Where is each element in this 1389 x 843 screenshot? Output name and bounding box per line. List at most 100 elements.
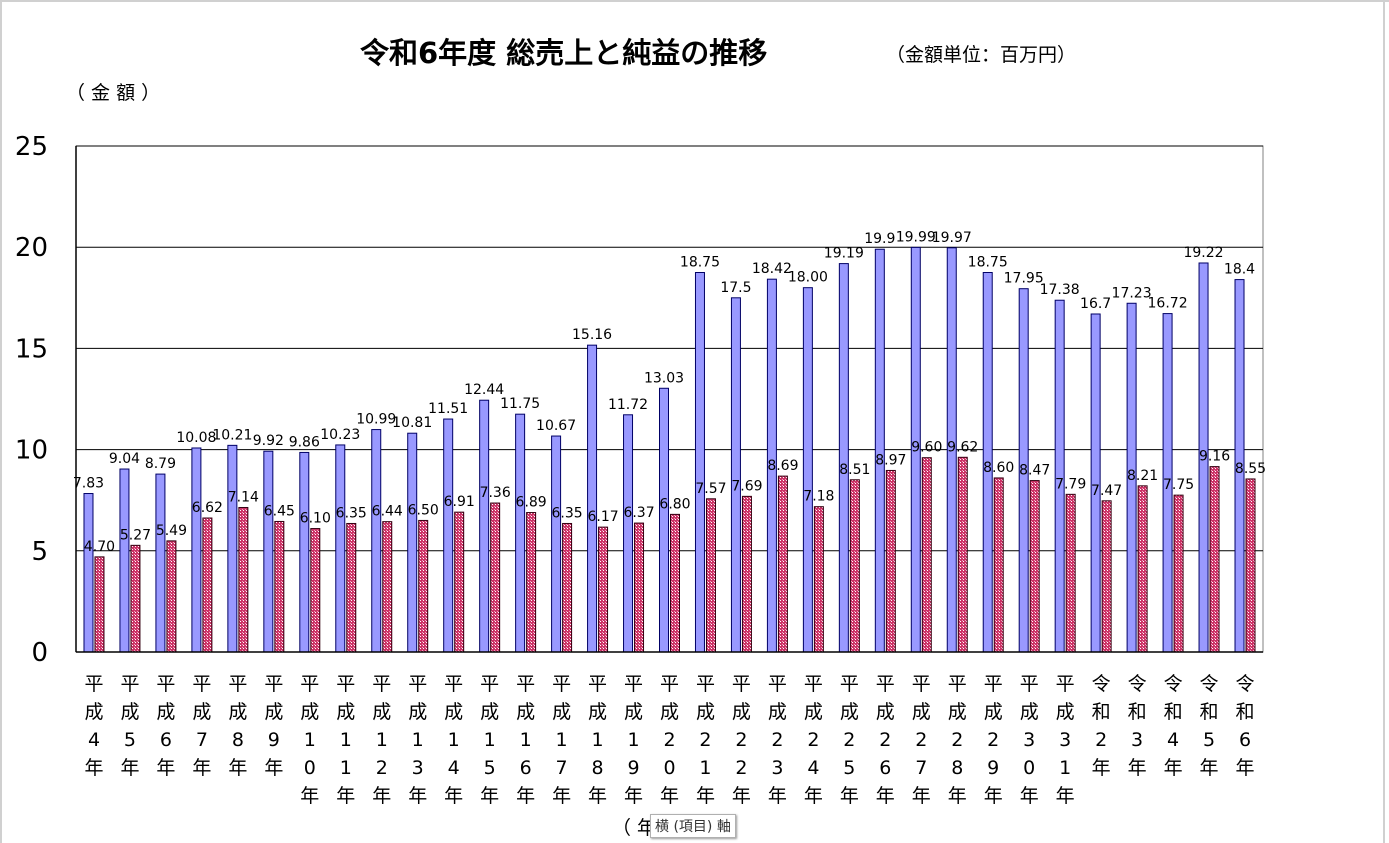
x-category-char: 成: [156, 701, 175, 723]
sales-bar: [83, 493, 94, 653]
profit-data-label: 8.60: [983, 460, 1014, 476]
sales-bar: [191, 447, 202, 653]
x-category-char: 平: [228, 673, 247, 695]
x-category-char: 4: [448, 757, 460, 779]
x-axis-label: （ 年: [612, 817, 657, 839]
x-category-char: 6: [520, 757, 532, 779]
profit-bar: [1137, 485, 1148, 653]
x-category-char: 年: [156, 757, 175, 779]
sales-bar: [263, 450, 274, 653]
profit-data-label: 7.14: [228, 489, 259, 505]
x-category-char: 0: [663, 757, 675, 779]
sales-data-label: 11.72: [608, 397, 648, 413]
sales-data-label: 19.9: [864, 231, 895, 247]
profit-data-label: 7.75: [1163, 477, 1194, 493]
sales-data-label: 11.75: [500, 396, 540, 412]
x-category-char: 成: [624, 701, 643, 723]
y-tick-label: 25: [15, 132, 48, 162]
x-category-char: 1: [412, 729, 424, 751]
x-category-char: 年: [1092, 757, 1111, 779]
x-category-char: 年: [660, 785, 679, 807]
x-axis-categories: 平成4年平成5年平成6年平成7年平成8年平成9年平成10年平成11年平成12年平…: [84, 673, 1254, 807]
profit-bar: [634, 522, 645, 653]
sales-bar: [874, 248, 885, 653]
x-category-char: 成: [948, 701, 967, 723]
profit-bar: [418, 519, 429, 653]
profit-bar: [346, 522, 357, 653]
y-tick-label: 15: [15, 334, 48, 364]
profit-bar: [202, 517, 213, 653]
x-category-char: 1: [340, 729, 352, 751]
x-category-char: 7: [556, 757, 568, 779]
x-category-char: 年: [1236, 757, 1255, 779]
x-category-char: 平: [552, 673, 571, 695]
x-category-char: 和: [1128, 701, 1147, 723]
x-category-char: 年: [732, 785, 751, 807]
window-top-border: [0, 0, 1389, 2]
profit-data-label: 6.80: [659, 496, 690, 512]
window-left-border: [0, 0, 2, 843]
x-category-char: 4: [1167, 729, 1179, 751]
sales-bar: [587, 344, 598, 653]
x-category-char: 成: [192, 701, 211, 723]
x-category-char: 年: [624, 785, 643, 807]
x-category-char: 和: [1236, 701, 1255, 723]
x-category-char: 9: [627, 757, 639, 779]
profit-bar: [1173, 494, 1184, 653]
y-axis-ticks: 0 5 10 15 20 25: [15, 132, 48, 668]
x-category-char: 2: [376, 757, 388, 779]
sales-data-label: 18.75: [680, 255, 720, 271]
profit-data-label: 7.79: [1055, 476, 1086, 492]
profit-data-label: 6.91: [444, 494, 475, 510]
x-category-char: 6: [1239, 729, 1251, 751]
x-category-char: 平: [372, 673, 391, 695]
x-category-char: 平: [120, 673, 139, 695]
sales-bar: [659, 387, 669, 653]
x-category-char: 平: [264, 673, 283, 695]
profit-bar: [238, 506, 249, 653]
sales-bar: [730, 297, 741, 653]
x-category-char: 6: [879, 757, 891, 779]
x-category-char: 成: [552, 701, 571, 723]
profit-bar: [670, 513, 680, 653]
x-category-char: 平: [1056, 673, 1075, 695]
x-category-char: 成: [372, 701, 391, 723]
sales-data-label: 19.22: [1183, 245, 1223, 261]
x-category-char: 4: [807, 757, 819, 779]
sales-bar: [838, 263, 849, 653]
profit-data-label: 7.47: [1091, 483, 1122, 499]
x-category-char: 8: [232, 729, 244, 751]
sales-data-label: 9.04: [109, 451, 140, 467]
profit-bar: [526, 512, 537, 653]
profit-bar: [310, 528, 321, 653]
x-category-char: 令: [1236, 673, 1255, 695]
x-category-char: 平: [156, 673, 175, 695]
sales-data-label: 13.03: [644, 370, 684, 386]
y-tick-label: 10: [15, 436, 48, 466]
x-category-char: 1: [448, 729, 460, 751]
x-category-char: 3: [412, 757, 424, 779]
gridlines: [76, 145, 1263, 552]
x-category-char: 成: [768, 701, 787, 723]
sales-data-label: 18.00: [788, 270, 828, 286]
y-tick-label: 20: [15, 233, 48, 263]
profit-bar: [562, 522, 573, 653]
sales-bar: [299, 451, 310, 653]
x-category-char: 1: [376, 729, 388, 751]
sales-data-label: 17.95: [1004, 271, 1044, 287]
sales-data-label: 10.23: [320, 427, 360, 443]
sales-data-label: 10.67: [536, 418, 576, 434]
x-category-char: 1: [520, 729, 532, 751]
profit-bar: [130, 544, 141, 653]
x-category-char: 平: [912, 673, 931, 695]
profit-bar: [274, 520, 285, 653]
profit-data-label: 9.62: [947, 439, 978, 455]
plot-area: [75, 145, 1264, 653]
axis-tooltip: 横 (項目) 軸: [650, 814, 736, 838]
profit-data-label: 9.60: [911, 440, 942, 456]
x-category-char: 平: [84, 673, 103, 695]
profit-bar: [885, 469, 896, 653]
x-category-char: 平: [192, 673, 211, 695]
x-category-char: 成: [912, 701, 931, 723]
